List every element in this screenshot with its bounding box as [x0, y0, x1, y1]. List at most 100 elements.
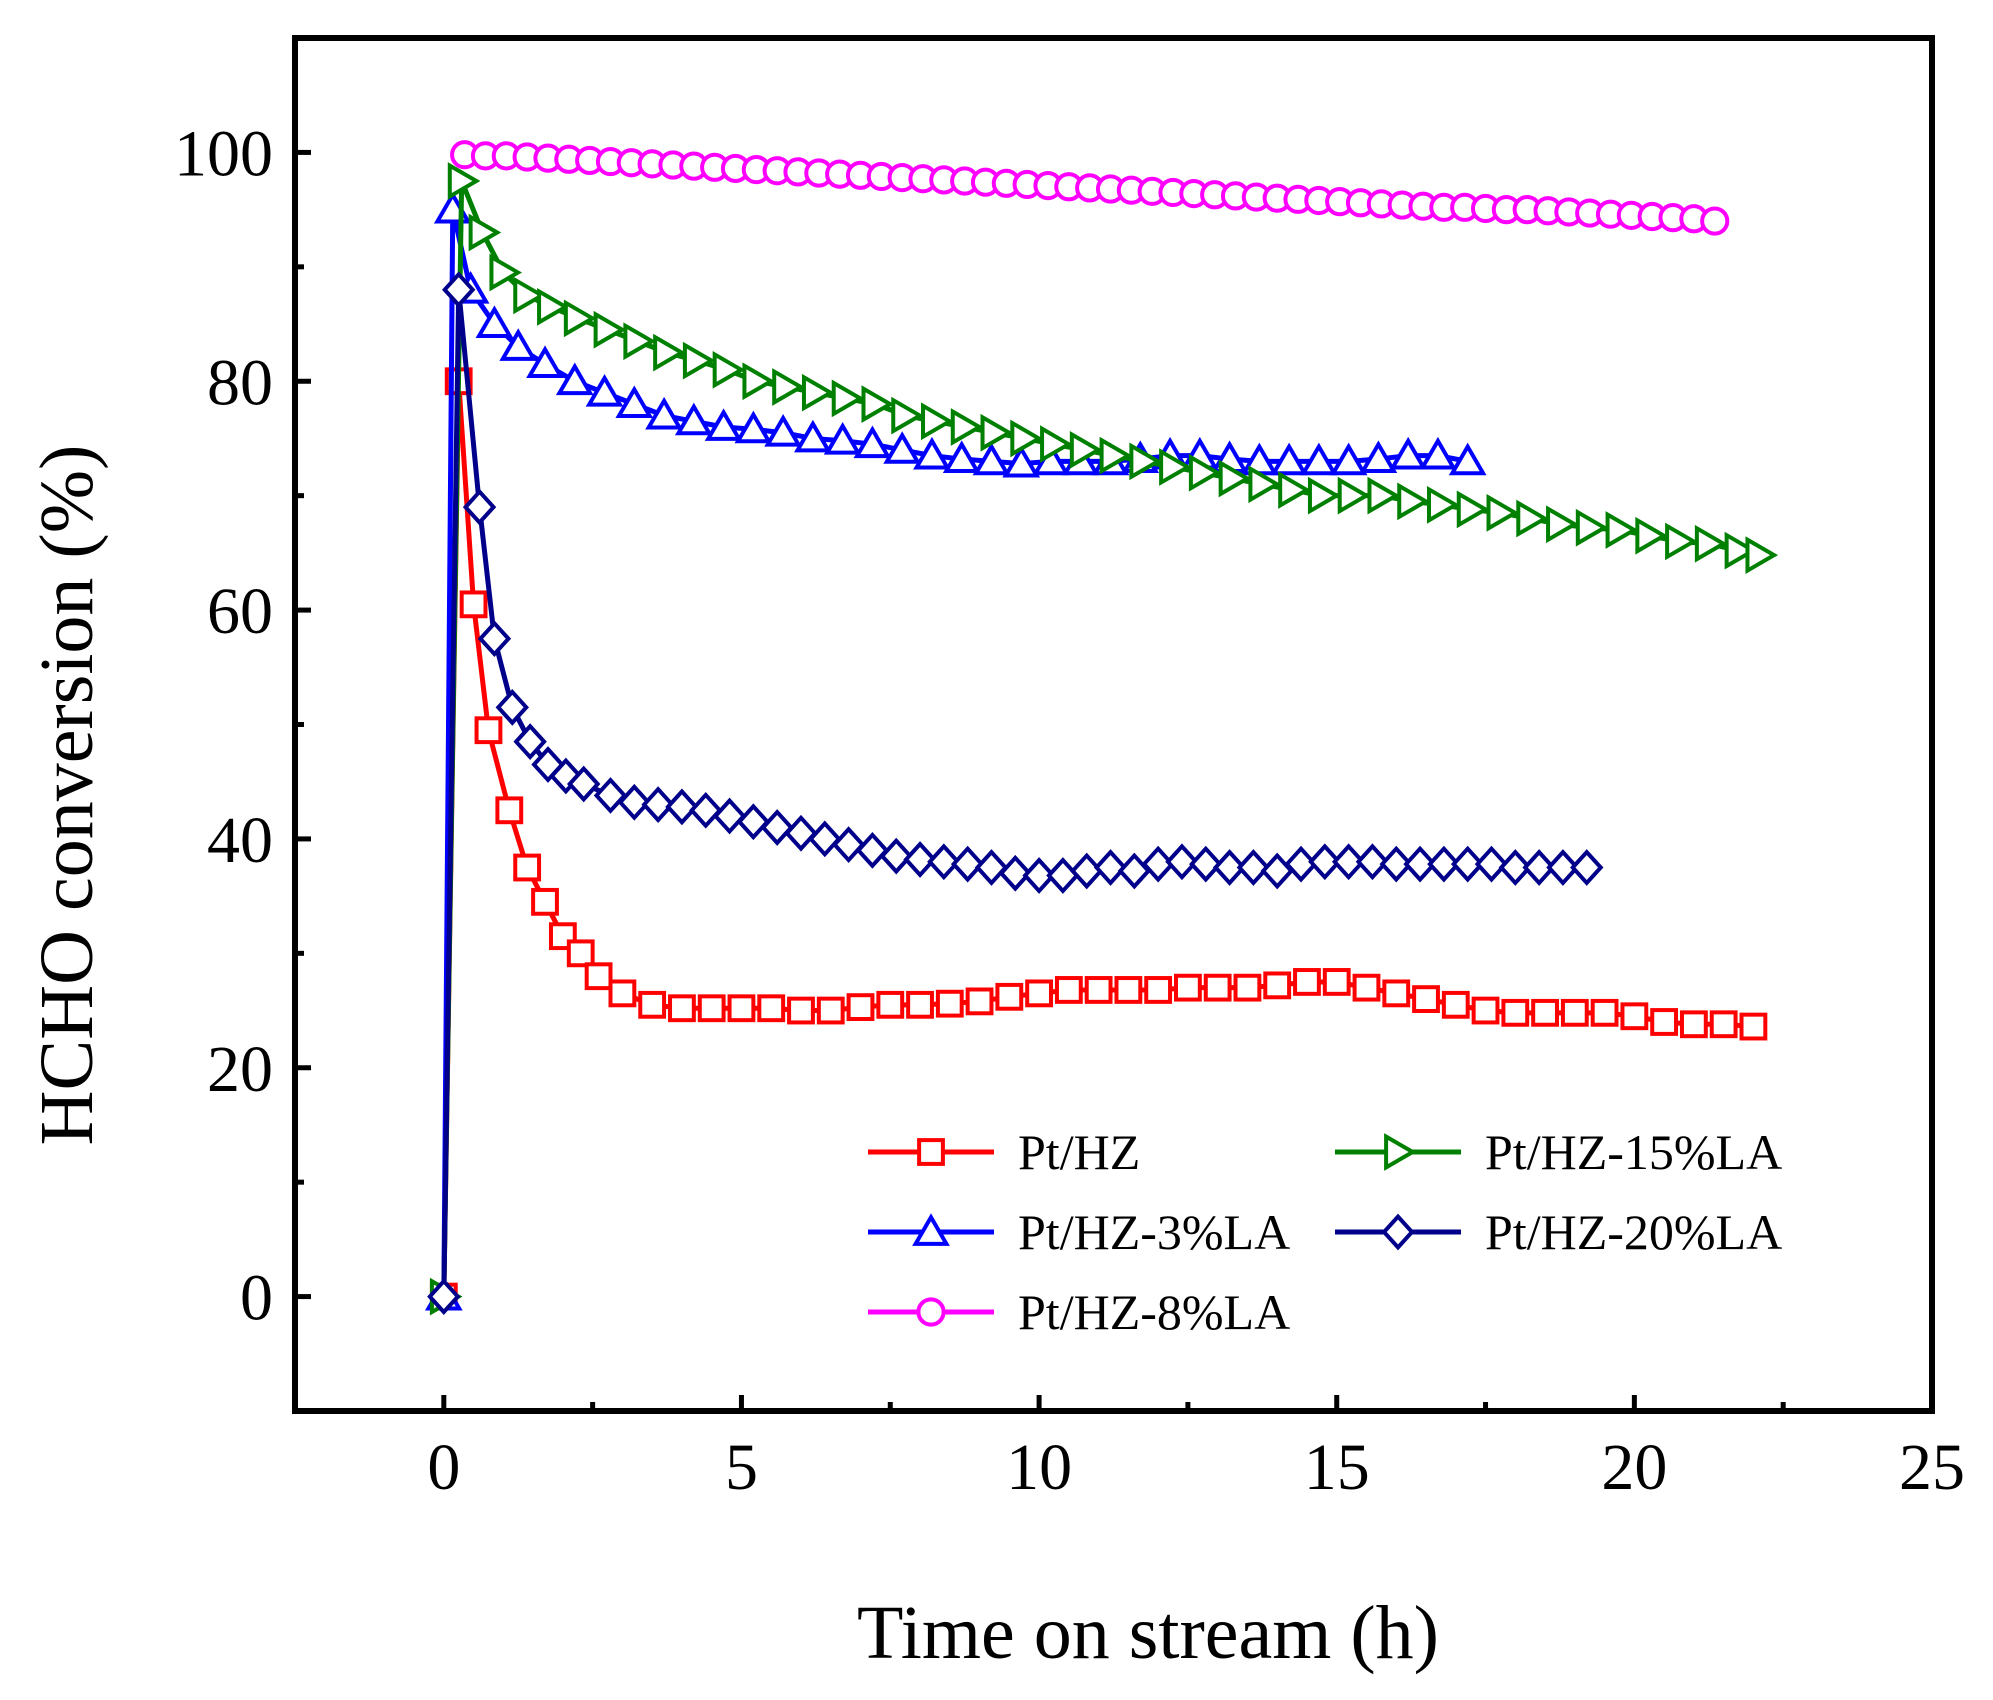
data-point-pt-hz-15-la [742, 362, 776, 401]
data-point-pt-hz [608, 979, 637, 1008]
data-point-pt-hz-20-la [1022, 857, 1056, 894]
data-point-pt-hz-20-la [1355, 843, 1390, 881]
legend: Pt/HZ Pt/HZ-3%LA Pt/HZ-8%LA Pt/HZ-15%LA Pt/H… [868, 1124, 1782, 1340]
data-point-pt-hz-20-la [1474, 845, 1509, 883]
data-point-pt-hz-20-la [513, 723, 547, 761]
data-point-pt-hz-20-la [784, 814, 818, 852]
data-point-pt-hz [566, 939, 595, 968]
x-tick-label: 20 [1601, 1431, 1667, 1504]
data-point-pt-hz-20-la [903, 841, 937, 878]
data-point-pt-hz-3-la [1270, 442, 1308, 476]
data-point-pt-hz-20-la [1403, 845, 1437, 883]
data-point-pt-hz-3-la [1300, 442, 1338, 476]
data-point-pt-hz-15-la [1694, 524, 1728, 563]
data-point-pt-hz-3-la [475, 305, 514, 338]
series-pt-hz [429, 367, 1768, 1311]
legend-label: Pt/HZ-3%LA [1018, 1204, 1290, 1260]
data-point-pt-hz [495, 796, 524, 825]
data-point-pt-hz [513, 853, 542, 882]
data-point-pt-hz [876, 990, 905, 1019]
data-point-pt-hz-15-la [831, 379, 865, 418]
data-point-pt-hz [584, 962, 613, 991]
data-point-pt-hz-15-la [468, 213, 502, 252]
data-point-pt-hz-20-la [1046, 857, 1080, 894]
data-point-pt-hz-20-la [1165, 843, 1199, 881]
data-point-pt-hz [1739, 1012, 1768, 1041]
data-point-pt-hz-20-la [927, 843, 961, 881]
data-point-pt-hz [459, 590, 488, 619]
data-point-pt-hz-15-la [1724, 531, 1758, 570]
data-point-pt-hz-20-la [593, 777, 628, 814]
data-point-pt-hz-20-la [1189, 845, 1223, 883]
data-point-pt-hz [1382, 979, 1411, 1008]
data-point-pt-hz [1114, 976, 1143, 1004]
data-point-pt-hz-15-la [1516, 499, 1549, 538]
x-tick-label: 25 [1899, 1431, 1965, 1504]
data-point-pt-hz-3-la [1002, 444, 1041, 478]
data-point-pt-hz-15-la [1546, 505, 1579, 544]
data-point-pt-hz [1203, 973, 1232, 1002]
series-pt-hz-3-la [424, 190, 1487, 1311]
data-point-pt-hz-20-la [1070, 852, 1104, 890]
legend-marker [1384, 1133, 1417, 1171]
y-axis-title: HCHO conversion (%) [25, 445, 109, 1146]
data-point-pt-hz [1620, 1002, 1649, 1031]
data-point-pt-hz-20-la [1141, 845, 1175, 883]
x-tick-label: 0 [427, 1431, 460, 1504]
data-point-pt-hz-20-la [1546, 849, 1580, 886]
data-point-pt-hz-20-la [641, 786, 675, 823]
series-layer [424, 140, 1779, 1316]
legend-marker [912, 1213, 950, 1246]
data-point-pt-hz-15-la [447, 162, 481, 200]
data-point-pt-hz-20-la [1260, 852, 1294, 890]
data-point-pt-hz-15-la [1248, 465, 1282, 504]
legend-item-pt-hz-15-la: Pt/HZ-15%LA [1335, 1124, 1782, 1180]
data-point-pt-hz-15-la [1427, 485, 1460, 524]
data-point-pt-hz-20-la [477, 620, 512, 658]
data-point-pt-hz [1233, 973, 1262, 1002]
data-point-pt-hz-15-la [1188, 453, 1222, 492]
data-point-pt-hz [1709, 1010, 1738, 1039]
data-point-pt-hz-20-la [855, 831, 890, 869]
legend-marker [917, 1138, 945, 1166]
series-pt-hz-8-la [450, 140, 1730, 236]
data-point-pt-hz-3-la [1419, 436, 1457, 470]
data-point-pt-hz-15-la [489, 253, 523, 292]
data-point-pt-hz-15-la [1486, 493, 1520, 532]
data-point-pt-hz-3-la [883, 431, 922, 464]
data-point-pt-hz [1501, 998, 1530, 1027]
data-point-pt-hz-3-la [1359, 440, 1398, 473]
data-point-pt-hz-20-la [760, 809, 794, 846]
data-point-pt-hz-3-la [555, 362, 594, 396]
data-point-pt-hz-15-la [537, 288, 570, 326]
data-point-pt-hz-15-la [950, 408, 984, 446]
data-point-pt-hz [846, 993, 875, 1022]
data-point-pt-hz-20-la [998, 854, 1032, 892]
data-point-pt-hz-15-la [1605, 511, 1639, 549]
x-tick-label: 10 [1006, 1431, 1072, 1504]
data-point-pt-hz [638, 990, 667, 1019]
data-point-pt-hz [995, 982, 1024, 1011]
data-point-pt-hz-3-la [645, 396, 683, 430]
data-point-pt-hz-20-la [495, 688, 529, 726]
data-point-pt-hz [1560, 998, 1589, 1027]
data-point-pt-hz [1352, 973, 1381, 1002]
data-point-pt-hz-3-la [913, 436, 951, 470]
data-point-pt-hz-15-la [1397, 482, 1430, 521]
data-point-pt-hz-15-la [593, 310, 627, 349]
legend-marker [1381, 1213, 1415, 1251]
data-point-pt-hz-20-la [808, 820, 842, 858]
legend-label: Pt/HZ-8%LA [1018, 1284, 1290, 1340]
series-pt-hz-20-la [427, 271, 1604, 1315]
data-point-pt-hz-20-la [665, 788, 699, 826]
data-point-pt-hz-15-la [1278, 471, 1311, 509]
data-point-pt-hz [531, 887, 559, 916]
data-point-pt-hz-20-la [879, 837, 913, 875]
data-point-pt-hz [935, 989, 964, 1018]
data-point-pt-hz-20-la [1498, 849, 1533, 886]
data-point-pt-hz [1174, 973, 1202, 1002]
data-point-pt-hz-15-la [1337, 476, 1371, 515]
data-point-pt-hz-15-la [1456, 490, 1490, 529]
data-point-pt-hz-20-la [1308, 843, 1342, 881]
